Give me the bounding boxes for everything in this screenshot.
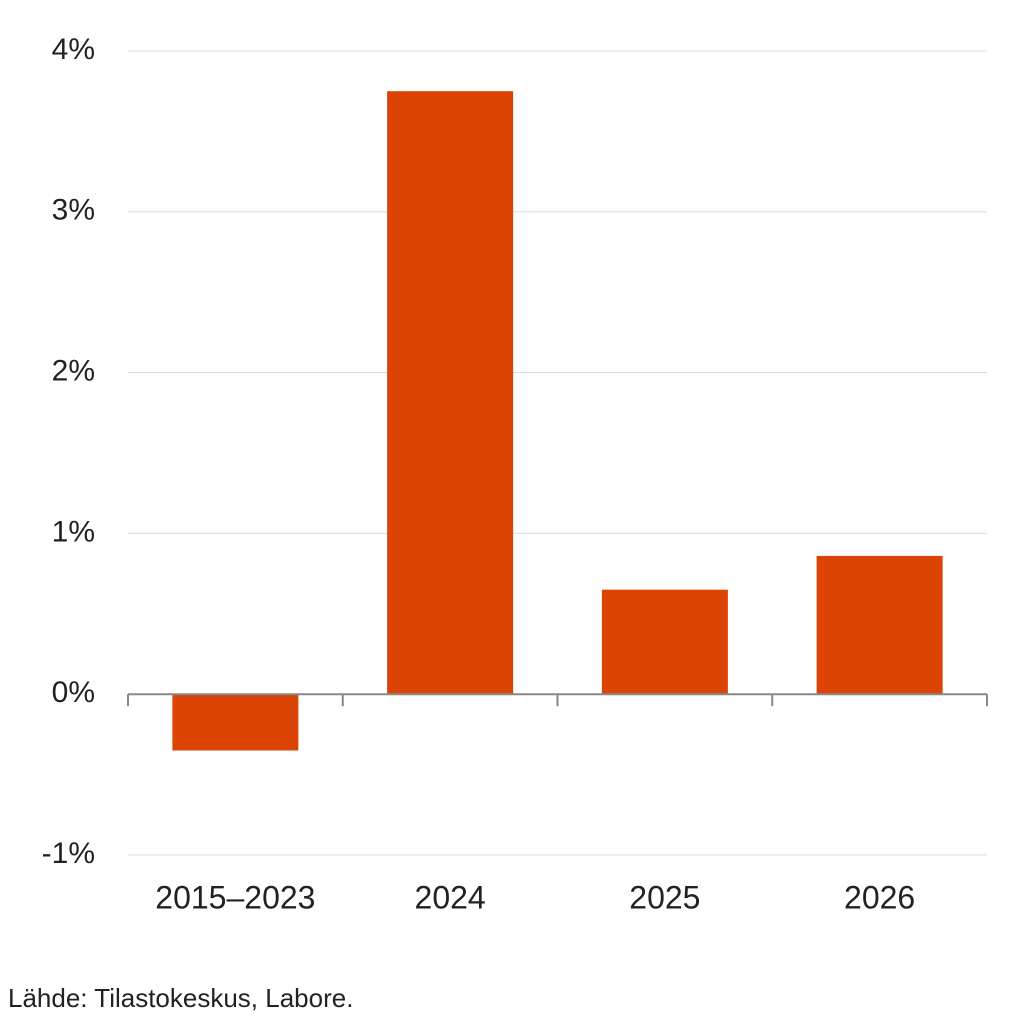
bar	[816, 555, 943, 695]
x-tick-label: 2026	[844, 879, 915, 915]
bar	[172, 694, 299, 751]
bar	[601, 589, 728, 695]
y-tick-label: 1%	[52, 515, 95, 548]
x-tick-label: 2025	[629, 879, 700, 915]
y-tick-label: 2%	[52, 355, 95, 388]
y-tick-label: 3%	[52, 194, 95, 227]
y-tick-label: 4%	[52, 33, 95, 66]
source-note: Lähde: Tilastokeskus, Labore.	[8, 983, 353, 1013]
x-tick-label: 2024	[415, 879, 486, 915]
bar	[387, 91, 514, 695]
y-tick-label: -1%	[42, 837, 95, 870]
y-tick-label: 0%	[52, 676, 95, 709]
x-tick-label: 2015–2023	[155, 879, 315, 915]
